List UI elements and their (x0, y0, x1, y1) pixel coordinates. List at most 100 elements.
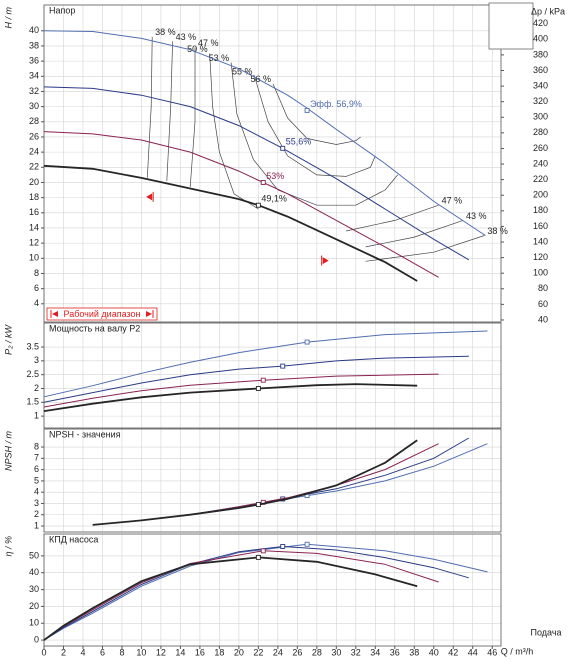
curve (43, 355, 469, 403)
duty-marker (280, 363, 286, 369)
y2-axis-title: Δp / kPa (531, 6, 565, 16)
y-tick-label: 50 (29, 550, 39, 560)
y-axis-title: P₂ / kW (3, 324, 13, 355)
y-tick-label: 40 (29, 25, 39, 35)
contour-label: 43 % (466, 211, 487, 221)
duty-marker (304, 541, 310, 547)
y2-tick-label: 40 (538, 314, 548, 324)
x-tick-label: 16 (195, 647, 205, 657)
y-tick-label: 32 (29, 86, 39, 96)
y2-tick-label: 340 (533, 80, 548, 90)
y2-tick-label: 60 (538, 299, 548, 309)
x-tick-label: 38 (409, 647, 419, 657)
efficiency-contour (230, 62, 398, 206)
efficiency-contour (254, 76, 376, 177)
duty-marker (280, 145, 286, 151)
panel-title: Напор (49, 5, 75, 15)
duty-marker (255, 386, 261, 391)
y2-tick-label: 200 (533, 190, 548, 200)
contour-label: 56 % (250, 74, 271, 84)
y-tick-label: 2.5 (26, 369, 39, 379)
y-tick-label: 8 (34, 268, 39, 278)
contour-label: 50 % (187, 44, 208, 54)
x-tick-label: 14 (175, 647, 185, 657)
duty-label: Эфф. 56,9% (310, 99, 362, 109)
panel-frame (43, 533, 502, 647)
contour-label: 47 % (198, 38, 219, 48)
range-marker (146, 193, 153, 201)
y-tick-label: 5 (34, 475, 39, 485)
y2-tick-label: 360 (533, 65, 548, 75)
y-tick-label: 36 (29, 55, 39, 65)
curve (43, 556, 418, 641)
plot-layer: 4681012141618202224262830323436384040608… (3, 4, 548, 657)
contour-label: 47 % (442, 196, 463, 206)
y2-tick-label: 220 (533, 174, 548, 184)
range-marker (322, 257, 329, 265)
y-axis-title: η / % (3, 536, 13, 557)
contour-label: 38 % (155, 27, 176, 37)
x-tick-label: 40 (429, 647, 439, 657)
y2-tick-label: 120 (533, 252, 548, 262)
x-tick-label: 28 (312, 647, 322, 657)
curve (43, 86, 470, 261)
x-tick-label: 30 (331, 647, 341, 657)
x-tick-label: 8 (119, 647, 124, 657)
range-arrow (146, 311, 152, 317)
curve (43, 373, 439, 408)
x-tick-label: 10 (136, 647, 146, 657)
y-axis-title: H / m (3, 6, 13, 28)
efficiency-contour (346, 204, 439, 232)
y2-tick-label: 280 (533, 127, 548, 137)
y2-tick-label: 400 (533, 34, 548, 44)
duty-label: 53% (266, 171, 284, 181)
y-tick-label: 14 (29, 222, 39, 232)
curve (43, 330, 488, 398)
efficiency-contour (146, 36, 153, 178)
curve (43, 383, 418, 412)
y2-tick-label: 160 (533, 221, 548, 231)
efficiency-contour (209, 53, 259, 210)
y-tick-label: 1 (34, 410, 39, 420)
y-tick-label: 1 (34, 520, 39, 530)
y-tick-label: 3.5 (26, 341, 39, 351)
curve (43, 131, 439, 278)
y2-tick-label: 140 (533, 236, 548, 246)
x-tick-label: 18 (214, 647, 224, 657)
y-tick-label: 2 (34, 509, 39, 519)
y-tick-label: 22 (29, 162, 39, 172)
y-tick-label: 24 (29, 146, 39, 156)
duty-marker (255, 554, 261, 560)
y2-tick-label: 100 (533, 268, 548, 278)
legend-box (488, 2, 534, 50)
x-tick-label: 24 (273, 647, 283, 657)
y-tick-label: 4 (34, 487, 39, 497)
y-tick-label: 10 (29, 618, 39, 628)
duty-marker (255, 502, 261, 508)
panel-title: КПД насоса (49, 534, 98, 544)
x-tick-label: 34 (370, 647, 380, 657)
panel-title: Мощность на валу P2 (49, 323, 140, 333)
duty-marker (304, 339, 310, 345)
y-tick-label: 40 (29, 567, 39, 577)
duty-marker (255, 202, 261, 208)
y-tick-label: 16 (29, 207, 39, 217)
x-tick-label: 42 (448, 647, 458, 657)
x-axis-title: Q / m³/h (501, 646, 534, 656)
efficiency-contour (272, 83, 361, 145)
y2-tick-label: 80 (538, 283, 548, 293)
y2-tick-label: 320 (533, 96, 548, 106)
y-tick-label: 8 (34, 441, 39, 451)
y-tick-label: 34 (29, 71, 39, 81)
y2-tick-label: 180 (533, 205, 548, 215)
contour-label: 43 % (176, 32, 197, 42)
curve (92, 443, 488, 526)
panel-title: NPSH - значения (49, 429, 121, 439)
y-tick-label: 0 (34, 634, 39, 644)
y2-tick-label: 380 (533, 49, 548, 59)
duty-label: 49,1% (261, 194, 287, 204)
duty-marker (260, 548, 266, 554)
y-tick-label: 7 (34, 453, 39, 463)
duty-marker (304, 107, 310, 113)
panel-frame (43, 428, 502, 533)
